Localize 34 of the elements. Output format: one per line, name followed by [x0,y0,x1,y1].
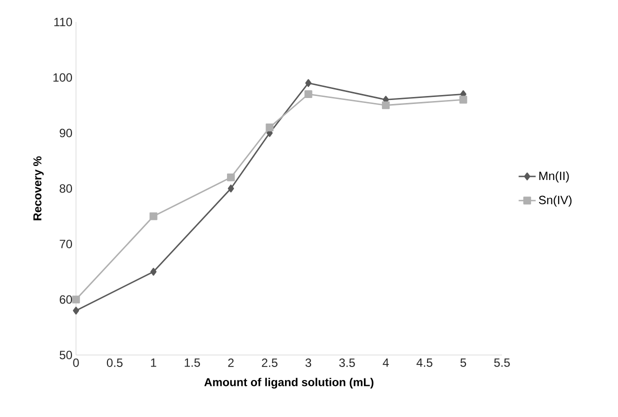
point [305,79,312,87]
x-tick-label: 2.5 [262,358,278,367]
y-tick-label: 60 [60,295,72,304]
point [72,296,80,304]
x-tick-label: 4 [382,358,389,367]
x-axis-title: Amount of ligand solution (mL) [204,378,374,389]
point [459,96,468,104]
point [382,101,390,110]
y-tick-label: 70 [60,240,72,248]
x-tick-label: 5.5 [494,358,510,367]
y-tick-label: 110 [54,18,72,26]
point [227,174,235,182]
point [228,184,234,192]
legend-label: Sn(IV) [538,196,572,207]
y-tick-label: 80 [60,184,72,193]
y-tick-label: 100 [53,73,72,82]
x-tick-label: 1.5 [184,358,200,367]
x-tick-label: 3.5 [339,358,355,367]
y-tick-label: 90 [60,128,72,138]
point [150,268,157,276]
point [266,124,274,132]
x-tick-label: 0 [73,358,79,367]
legend-label: Mn(II) [539,171,569,182]
x-tick-label: 4.5 [416,358,432,367]
x-tick-label: 1 [151,358,156,367]
x-tick-label: 3 [305,358,312,367]
y-tick-label: 50 [60,350,72,360]
y-axis-title: Recovery % [33,156,44,220]
x-tick-label: 2 [228,358,234,367]
x-tick-label: 5 [460,358,466,367]
point [72,306,80,314]
point [304,90,312,98]
point [150,212,158,220]
x-tick-label: 0.5 [106,358,123,367]
